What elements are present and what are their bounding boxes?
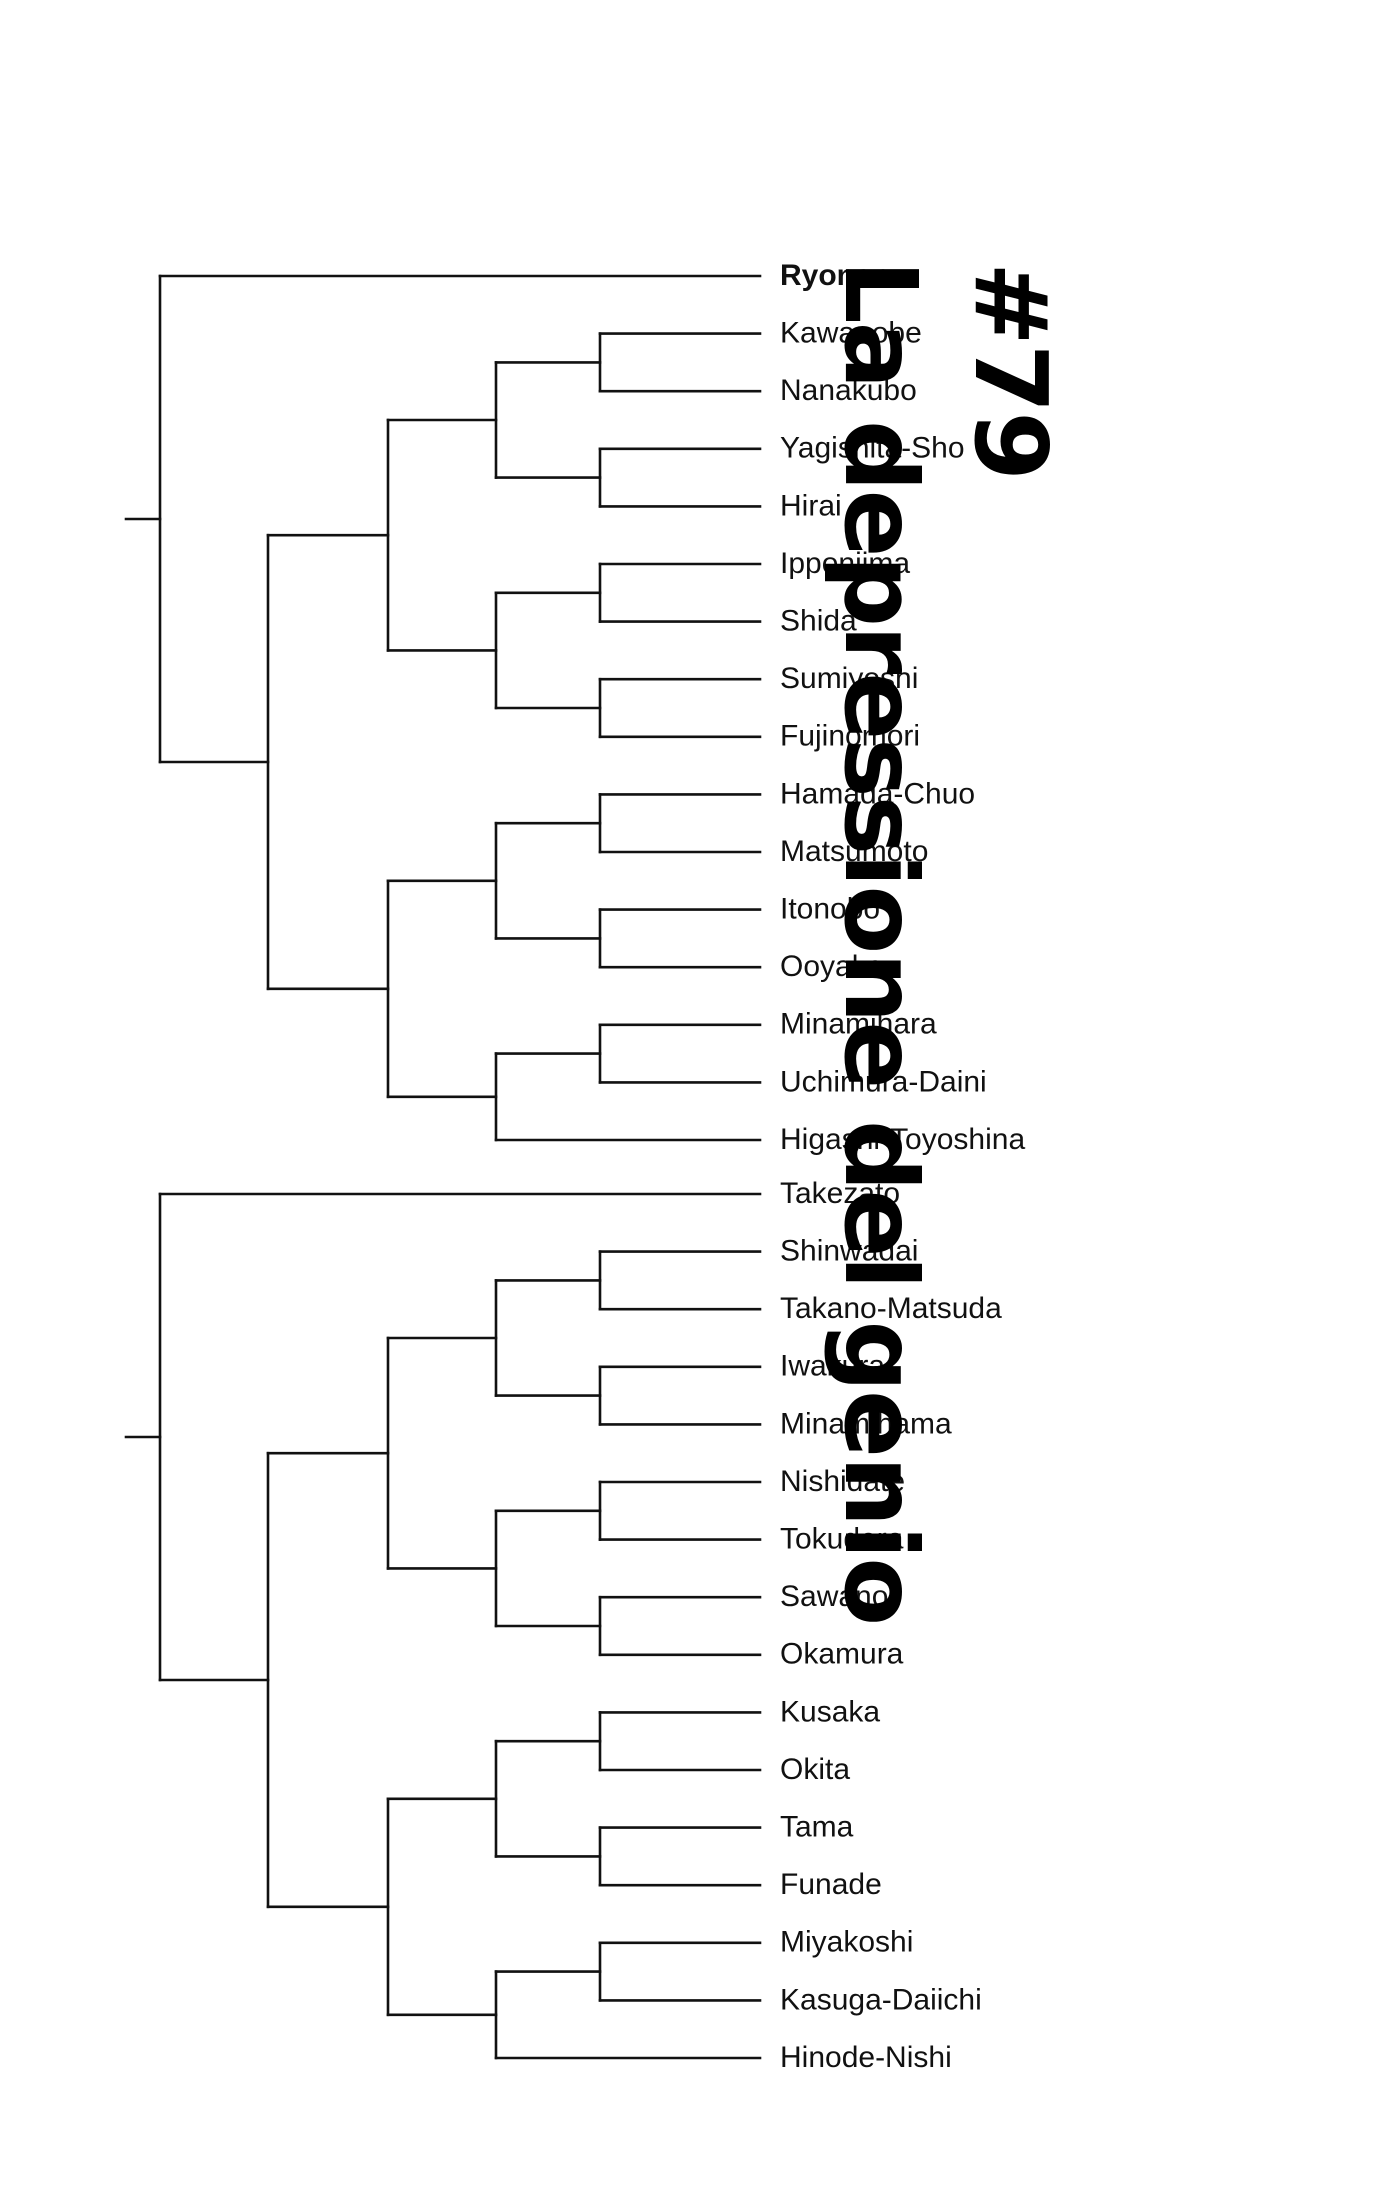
- team-label: Takezato: [780, 1177, 900, 1210]
- chapter-title: La depressione del genio: [822, 260, 939, 1625]
- team-label: Itonobo: [780, 893, 880, 926]
- team-label: Sawanoi: [780, 1580, 895, 1613]
- team-label: Okita: [780, 1753, 850, 1786]
- team-label: Hinode-Nishi: [780, 2041, 952, 2074]
- team-label: Hamada-Chuo: [780, 777, 975, 810]
- team-label: Okamura: [780, 1638, 904, 1671]
- team-label: Miyakoshi: [780, 1926, 913, 1959]
- team-label: Fujinomori: [780, 720, 920, 753]
- team-label: Kawanobe: [780, 317, 922, 350]
- team-label: Kusaka: [780, 1695, 880, 1728]
- team-label: Iwakura: [780, 1350, 885, 1383]
- team-label: Nishidate: [780, 1465, 905, 1498]
- team-label: Tokudera: [780, 1523, 904, 1556]
- team-label: Shida: [780, 605, 857, 638]
- team-label: Matsumoto: [780, 835, 928, 868]
- team-label: Ryonan: [780, 259, 890, 292]
- team-label: Ipponjima: [780, 547, 910, 580]
- chapter-number: #79: [952, 262, 1069, 479]
- bracket-top: Ryonan Kawanobe Nanakubo Yagishita-Sho Hirai…: [124, 259, 1025, 1156]
- team-label: Takano-Matsuda: [780, 1292, 1002, 1325]
- team-label: Nanakubo: [780, 374, 917, 407]
- team-label: Uchimura-Daini: [780, 1065, 987, 1098]
- team-label: Higashi-Toyoshina: [780, 1123, 1025, 1156]
- team-label: Funade: [780, 1868, 882, 1901]
- team-label: Ooyake: [780, 950, 883, 983]
- team-label: Minamihara: [780, 1008, 937, 1041]
- team-label: Kasuga-Daiichi: [780, 1983, 982, 2016]
- team-label: Shinwadai: [780, 1235, 918, 1268]
- team-label: Yagishita-Sho: [780, 432, 965, 465]
- team-label: Tama: [780, 1811, 854, 1844]
- team-label: Minamihama: [780, 1407, 952, 1440]
- team-label: Hirai: [780, 489, 842, 522]
- bracket-bottom: Takezato Shinwadai Takano-Matsuda Iwakura Mi…: [124, 1177, 1002, 2074]
- team-label: Sumiyoshi: [780, 662, 918, 695]
